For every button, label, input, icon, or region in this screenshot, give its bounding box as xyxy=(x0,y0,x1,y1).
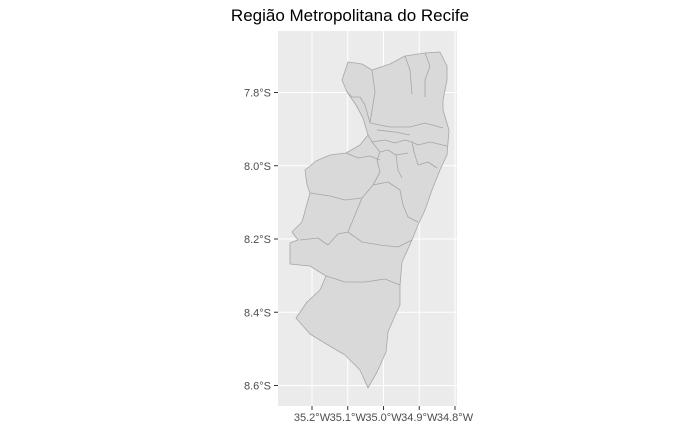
y-tick-label: 8.0°S xyxy=(244,161,271,173)
region-boundary xyxy=(309,181,419,223)
region-boundary xyxy=(372,151,381,186)
y-tick-labels: 7.8°S 8.0°S 8.2°S 8.4°S 8.6°S xyxy=(244,88,271,393)
chart-title: Região Metropolitana do Recife xyxy=(230,6,470,25)
y-tick-label: 7.8°S xyxy=(244,88,271,100)
region-boundary xyxy=(411,141,438,169)
region-boundary xyxy=(325,275,401,286)
region-boundary xyxy=(346,91,371,124)
x-tick-label: 34.8°W xyxy=(437,412,474,424)
axis-ticks xyxy=(274,92,456,410)
region-boundary xyxy=(395,154,403,179)
y-tick-label: 8.2°S xyxy=(244,234,271,246)
region-boundary xyxy=(299,231,413,248)
region-boundary xyxy=(367,134,448,147)
region-boundary xyxy=(404,55,413,95)
x-tick-label: 34.9°W xyxy=(401,412,438,424)
region-boundary xyxy=(424,52,431,97)
region-outline xyxy=(289,51,450,389)
region-boundary xyxy=(371,141,409,156)
region-boundary xyxy=(369,69,376,124)
x-tick-label: 35.2°W xyxy=(294,412,331,424)
municipalities-layer xyxy=(289,51,450,389)
x-tick-labels: 35.2°W 35.1°W 35.0°W 34.9°W 34.8°W xyxy=(294,412,474,424)
y-tick-label: 8.6°S xyxy=(244,381,271,393)
region-boundary xyxy=(347,197,363,233)
y-tick-label: 8.4°S xyxy=(244,307,271,319)
region-boundary xyxy=(345,152,381,161)
region-boundary xyxy=(376,129,411,136)
region-boundary xyxy=(369,122,444,129)
x-tick-label: 35.1°W xyxy=(330,412,367,424)
x-tick-label: 35.0°W xyxy=(365,412,402,424)
